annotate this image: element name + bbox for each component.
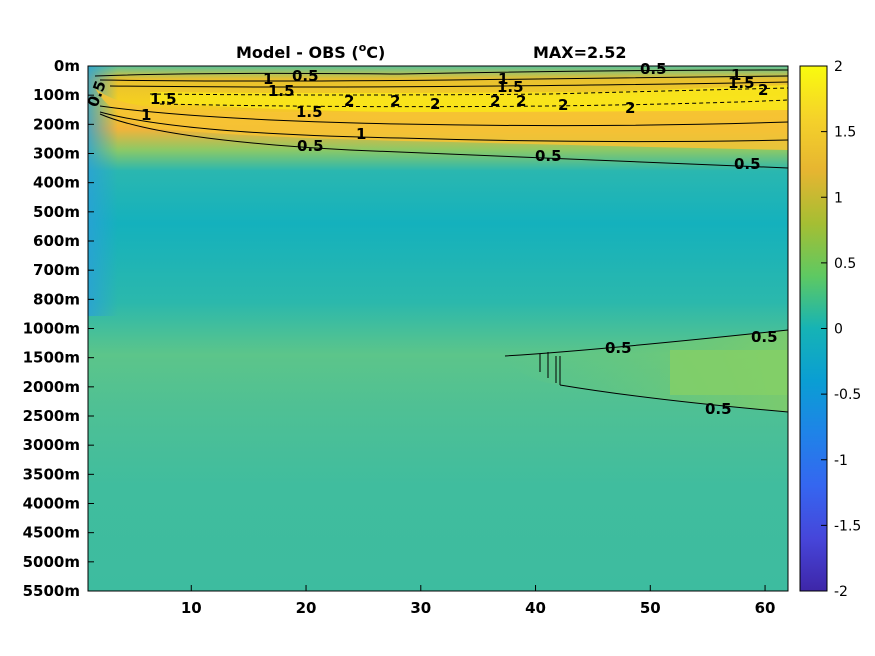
- deep-patch: [670, 350, 788, 395]
- contour-label: 2: [344, 92, 354, 110]
- y-tick-label: 3500m: [23, 465, 80, 483]
- contour-label: 1.5: [296, 103, 323, 121]
- contour-label: 0.5: [292, 67, 319, 85]
- contour-label: 2: [558, 96, 568, 114]
- colorbar-ticks: 2 1.5 1 0.5 0 -0.5 -1 -1.5 -2: [821, 59, 861, 600]
- colorbar-tick-label: 1.5: [834, 125, 856, 141]
- contour-1-bot: [99, 111, 789, 143]
- x-tick-label: 50: [640, 599, 661, 617]
- x-axis: 10 20 30 40 50 60: [181, 585, 776, 617]
- colorbar-tick-label: 2: [834, 59, 843, 75]
- contour-1p5-bot: [99, 105, 789, 127]
- contour-label: 1: [356, 125, 366, 143]
- y-tick-label: 0m: [54, 57, 80, 75]
- colorbar: 2 1.5 1 0.5 0 -0.5 -1 -1.5 -2: [799, 59, 861, 600]
- contour-0p5-deep-lower: [559, 384, 789, 413]
- colorbar-tick-label: -1.5: [834, 518, 861, 534]
- contour-lines: [94, 69, 789, 413]
- contour-1-top: [99, 75, 789, 82]
- y-tick-label: 5000m: [23, 553, 80, 571]
- y-tick-label: 300m: [33, 145, 80, 163]
- contour-label: 0.5: [705, 400, 732, 418]
- colorbar-tick-label: -1: [834, 453, 848, 469]
- contour-0p5-top: [94, 69, 789, 77]
- contour-label: 2: [430, 95, 440, 113]
- x-tick-label: 40: [525, 599, 546, 617]
- colorbar-tick-label: 1: [834, 190, 843, 206]
- y-tick-label: 200m: [33, 115, 80, 133]
- colorbar-tick-label: 0: [834, 322, 843, 338]
- plot-area: 0.5 1 1.5 1 2 1.5 2 2 2 2 2 1.5 1 2 1.5 …: [84, 60, 789, 592]
- contour-0p5-bot: [99, 113, 789, 169]
- y-tick-label: 2500m: [23, 407, 80, 425]
- warm-band-fill: [95, 88, 788, 150]
- y-tick-label: 3000m: [23, 436, 80, 454]
- contour-0p5-deep-upper: [504, 329, 789, 357]
- x-tick-label: 10: [181, 599, 202, 617]
- contour-0p5-deep-wall: [539, 352, 561, 385]
- x-tick-label: 30: [410, 599, 431, 617]
- contour-label: 2: [625, 99, 635, 117]
- chart-title: Model - OBS (oC): [236, 41, 385, 62]
- colorbar-tick-label: 0.5: [834, 256, 856, 272]
- y-tick-label: 500m: [33, 203, 80, 221]
- y-tick-label: 100m: [33, 86, 80, 104]
- y-tick-label: 2000m: [23, 378, 80, 396]
- colorbar-tick-label: -2: [834, 584, 848, 600]
- contour-label: 0.5: [751, 328, 778, 346]
- contour-1p5-top: [109, 81, 789, 88]
- contour-label: 0.5: [535, 147, 562, 165]
- max-annotation: MAX=2.52: [533, 43, 627, 62]
- contour-label: 1.5: [268, 82, 295, 100]
- colorbar-tick-label: -0.5: [834, 387, 861, 403]
- contour-label: 1: [731, 66, 741, 84]
- contour-label: 1: [263, 70, 273, 88]
- contour-label: 0.5: [297, 137, 324, 155]
- contour-2-upper: [149, 87, 789, 96]
- y-tick-label: 4500m: [23, 524, 80, 542]
- contour-label: 0.5: [640, 60, 667, 78]
- y-axis: 0m 100m 200m 300m 400m 500m 600m 700m 800m 1000m 1…: [23, 57, 94, 600]
- contour-2-lower: [159, 99, 789, 108]
- y-tick-label: 600m: [33, 232, 80, 250]
- contour-label: 1: [141, 106, 151, 124]
- contour-label: 1.5: [728, 74, 755, 92]
- contour-label: 2: [490, 92, 500, 110]
- contour-label: 0.5: [734, 155, 761, 173]
- y-tick-label: 1500m: [23, 349, 80, 367]
- contour-label: 1.5: [150, 90, 177, 108]
- x-tick-label: 60: [755, 599, 776, 617]
- contour-label-group: 0.5 1 1.5 1 2 1.5 2 2 2 2 2 1.5 1 2 1.5 …: [84, 60, 778, 418]
- y-tick-label: 4000m: [23, 495, 80, 513]
- contour-label: 1.5: [497, 78, 524, 96]
- y-tick-label: 800m: [33, 290, 80, 308]
- y-tick-label: 1000m: [23, 320, 80, 338]
- y-tick-label: 700m: [33, 261, 80, 279]
- x-tick-label: 20: [296, 599, 317, 617]
- y-tick-label: 400m: [33, 174, 80, 192]
- contour-label: 2: [390, 92, 400, 110]
- contour-label: 0.5: [605, 339, 632, 357]
- y-tick-label: 5500m: [23, 582, 80, 600]
- contour-label: 2: [516, 92, 526, 110]
- contour-label: 2: [758, 81, 768, 99]
- contour-label: 1: [498, 70, 508, 88]
